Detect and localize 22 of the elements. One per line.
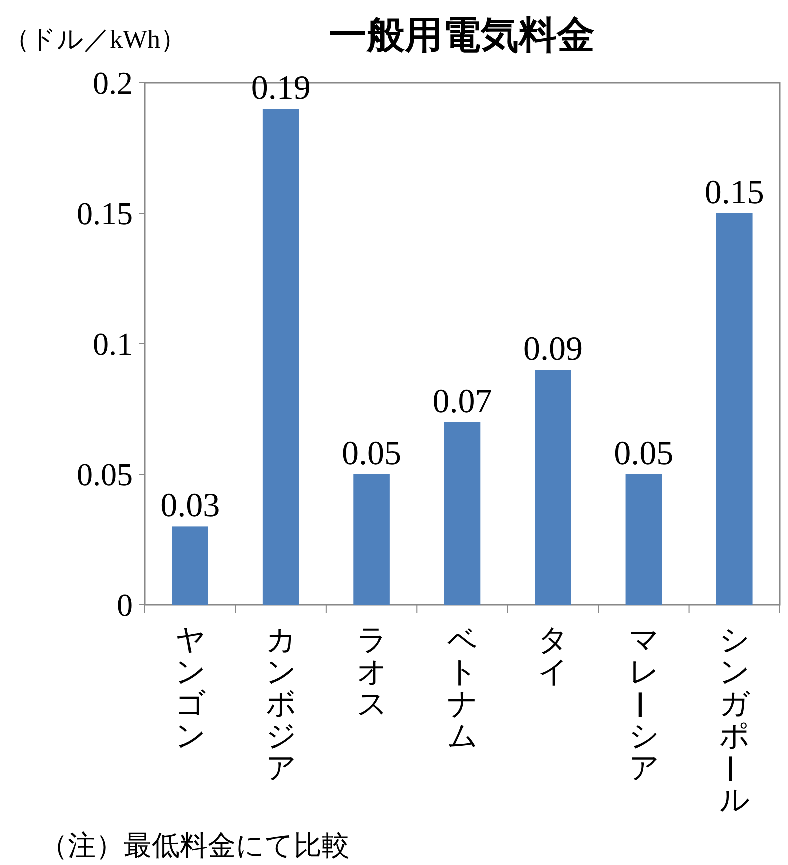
category: ベトナム	[448, 624, 478, 753]
category: ヤンゴン	[175, 624, 206, 753]
data-label: 0.09	[523, 331, 583, 368]
title: 一般用電気料金	[329, 15, 595, 57]
data-label: 0.05	[614, 436, 674, 472]
ylabel: （ドル／kWh）	[4, 25, 187, 54]
category: カンボジア	[266, 624, 298, 785]
annotation: （注）最低料金にて比較	[40, 831, 350, 862]
category: タイ	[538, 624, 570, 689]
ytick: 0.15	[77, 196, 133, 232]
data-label: 0.15	[704, 174, 764, 212]
data-label: 0.19	[251, 70, 311, 108]
category: ラオス	[356, 624, 388, 721]
data-label: 0.03	[160, 488, 220, 525]
category: シンガポール	[712, 624, 751, 817]
ytick: 0.1	[93, 326, 133, 362]
ytick: 0.05	[77, 456, 133, 492]
ytick: 0.2	[93, 65, 133, 101]
data-label: 0.07	[432, 383, 492, 420]
ytick: 0	[117, 587, 133, 623]
category: マレーシア	[622, 624, 660, 785]
data-label: 0.05	[342, 436, 402, 472]
